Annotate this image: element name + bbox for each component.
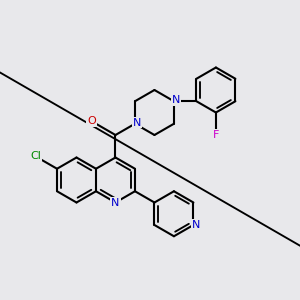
Text: N: N bbox=[192, 220, 201, 230]
Text: N: N bbox=[111, 197, 120, 208]
Text: O: O bbox=[87, 116, 96, 126]
Text: Cl: Cl bbox=[30, 152, 41, 161]
Text: N: N bbox=[133, 118, 142, 128]
Text: F: F bbox=[213, 130, 219, 140]
Text: N: N bbox=[172, 95, 181, 105]
